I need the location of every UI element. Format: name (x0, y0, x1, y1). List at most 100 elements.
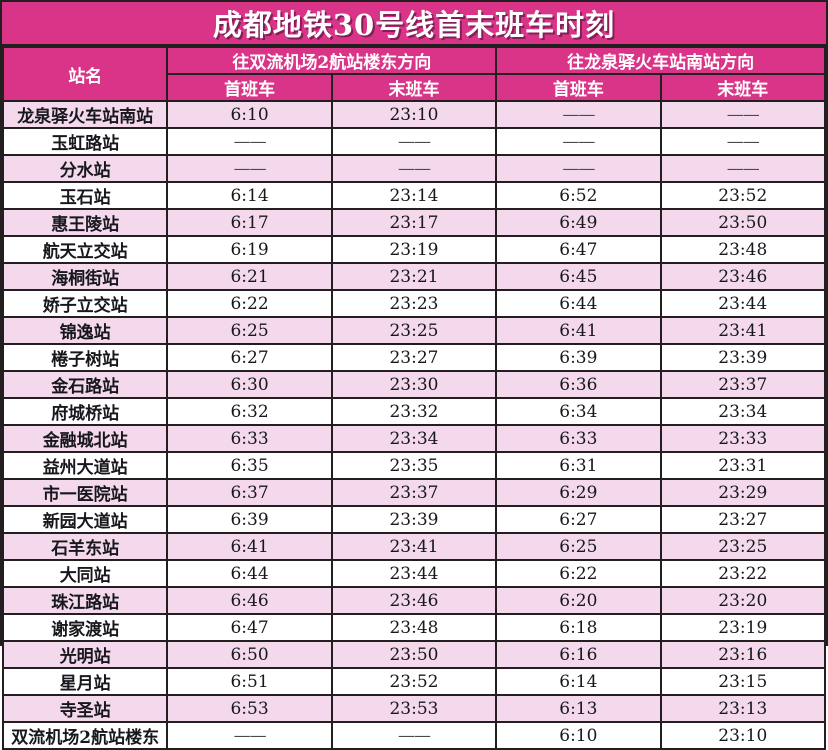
time-cell: —— (659, 127, 827, 156)
table-row: 大同站 6:44 23:44 6:22 23:22 (1, 559, 827, 588)
table-row: 龙泉驿火车站南站 6:10 23:10 —— —— (1, 100, 827, 129)
direction-2-header: 往龙泉驿火车站南站方向 (495, 46, 826, 75)
time-cell: 6:39 (166, 505, 333, 534)
station-name-cell: 益州大道站 (1, 451, 169, 480)
time-cell: 6:10 (166, 100, 333, 129)
time-cell: 23:41 (330, 532, 498, 561)
time-cell: —— (166, 154, 333, 183)
direction-1-last-train-header: 末班车 (330, 73, 498, 102)
time-cell: 23:15 (659, 667, 827, 696)
station-name-cell: 玉虹路站 (1, 127, 169, 156)
time-cell: 23:10 (330, 100, 498, 129)
time-cell: 6:51 (166, 667, 333, 696)
time-cell: 23:50 (330, 640, 498, 669)
time-cell: 23:41 (659, 316, 827, 345)
station-name-cell: 新园大道站 (1, 505, 169, 534)
time-cell: 23:19 (659, 613, 827, 642)
time-cell: 23:37 (659, 370, 827, 399)
time-cell: 6:31 (495, 451, 662, 480)
time-cell: 23:16 (659, 640, 827, 669)
direction-2-first-train-header: 首班车 (495, 73, 662, 102)
table-row: 石羊东站 6:41 23:41 6:25 23:25 (1, 532, 827, 561)
time-cell: 6:25 (495, 532, 662, 561)
time-cell: —— (330, 154, 498, 183)
station-name-cell: 锦逸站 (1, 316, 169, 345)
time-cell: 6:37 (166, 478, 333, 507)
time-cell: 23:46 (330, 586, 498, 615)
time-cell: 23:52 (659, 181, 827, 210)
station-name-cell: 惠王陵站 (1, 208, 169, 237)
time-cell: 6:41 (495, 316, 662, 345)
time-cell: 23:46 (659, 262, 827, 291)
station-name-cell: 棬子树站 (1, 343, 169, 372)
time-cell: 6:53 (166, 694, 333, 723)
table-row: 府城桥站 6:32 23:32 6:34 23:34 (1, 397, 827, 426)
time-cell: 6:36 (495, 370, 662, 399)
table-row: 光明站 6:50 23:50 6:16 23:16 (1, 640, 827, 669)
time-cell: 6:29 (495, 478, 662, 507)
table-row: 海桐街站 6:21 23:21 6:45 23:46 (1, 262, 827, 291)
time-cell: 23:37 (330, 478, 498, 507)
station-name-cell: 娇子立交站 (1, 289, 169, 318)
time-cell: 6:30 (166, 370, 333, 399)
direction-1-first-train-header: 首班车 (166, 73, 333, 102)
time-cell: 6:16 (495, 640, 662, 669)
station-name-cell: 府城桥站 (1, 397, 169, 426)
time-cell: 23:19 (330, 235, 498, 264)
table-row: 玉石站 6:14 23:14 6:52 23:52 (1, 181, 827, 210)
time-cell: 6:13 (495, 694, 662, 723)
time-cell: 23:35 (330, 451, 498, 480)
time-cell: 23:17 (330, 208, 498, 237)
time-cell: 6:44 (166, 559, 333, 588)
time-cell: —— (166, 721, 333, 750)
timetable-header: 站名 往双流机场2航站楼东方向 往龙泉驿火车站南站方向 首班车 末班车 首班车 … (1, 46, 827, 102)
table-row: 金石路站 6:30 23:30 6:36 23:37 (1, 370, 827, 399)
station-name-cell: 珠江路站 (1, 586, 169, 615)
time-cell: —— (330, 721, 498, 750)
station-name-cell: 金石路站 (1, 370, 169, 399)
time-cell: 6:18 (495, 613, 662, 642)
time-cell: —— (330, 127, 498, 156)
title-bar: 成都地铁30号线首末班车时刻 (2, 2, 826, 46)
table-row: 娇子立交站 6:22 23:23 6:44 23:44 (1, 289, 827, 318)
time-cell: —— (495, 127, 662, 156)
table-row: 棬子树站 6:27 23:27 6:39 23:39 (1, 343, 827, 372)
time-cell: 23:48 (659, 235, 827, 264)
time-cell: 6:50 (166, 640, 333, 669)
time-cell: 6:44 (495, 289, 662, 318)
time-cell: 6:10 (495, 721, 662, 750)
time-cell: 6:22 (166, 289, 333, 318)
time-cell: 6:21 (166, 262, 333, 291)
table-row: 航天立交站 6:19 23:19 6:47 23:48 (1, 235, 827, 264)
time-cell: 6:27 (166, 343, 333, 372)
station-name-cell: 航天立交站 (1, 235, 169, 264)
station-name-cell: 谢家渡站 (1, 613, 169, 642)
station-column-header: 站名 (1, 46, 169, 102)
station-name-cell: 龙泉驿火车站南站 (1, 100, 169, 129)
time-cell: 23:33 (659, 424, 827, 453)
table-row: 分水站 —— —— —— —— (1, 154, 827, 183)
time-cell: 23:10 (659, 721, 827, 750)
time-cell: 23:25 (659, 532, 827, 561)
station-name-cell: 海桐街站 (1, 262, 169, 291)
time-cell: 6:22 (495, 559, 662, 588)
time-cell: 23:14 (330, 181, 498, 210)
time-cell: 6:46 (166, 586, 333, 615)
station-name-cell: 寺圣站 (1, 694, 169, 723)
table-row: 珠江路站 6:46 23:46 6:20 23:20 (1, 586, 827, 615)
train-type-header-row: 首班车 末班车 首班车 末班车 (3, 73, 827, 102)
table-row: 金融城北站 6:33 23:34 6:33 23:33 (1, 424, 827, 453)
time-cell: 6:20 (495, 586, 662, 615)
station-name-cell: 星月站 (1, 667, 169, 696)
time-cell: 23:31 (659, 451, 827, 480)
station-name-cell: 分水站 (1, 154, 169, 183)
time-cell: 23:27 (659, 505, 827, 534)
time-cell: 23:13 (659, 694, 827, 723)
direction-1-header: 往双流机场2航站楼东方向 (166, 46, 498, 75)
time-cell: 23:32 (330, 397, 498, 426)
time-cell: 6:19 (166, 235, 333, 264)
time-cell: 23:25 (330, 316, 498, 345)
time-cell: 6:39 (495, 343, 662, 372)
time-cell: 23:50 (659, 208, 827, 237)
time-cell: 6:25 (166, 316, 333, 345)
